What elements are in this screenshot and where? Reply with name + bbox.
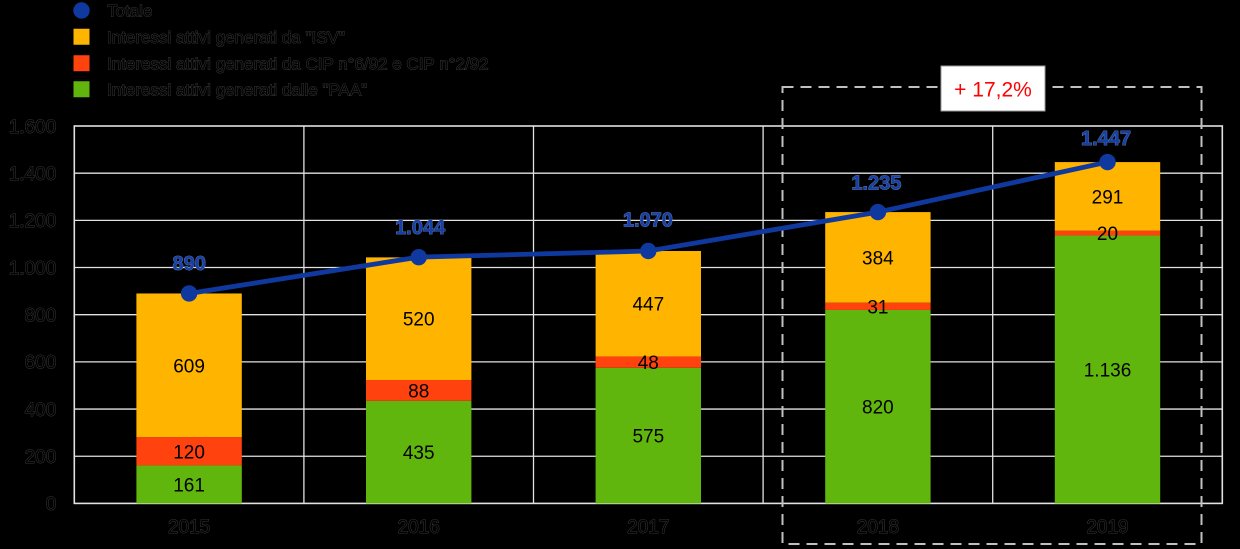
svg-text:0: 0 [46, 494, 57, 515]
svg-text:609: 609 [173, 356, 205, 377]
svg-text:Interessi attivi generati da C: Interessi attivi generati da CIP n°6/92 … [107, 54, 489, 73]
svg-text:Totale: Totale [107, 2, 152, 21]
svg-text:1.000: 1.000 [9, 258, 57, 279]
svg-text:1.200: 1.200 [9, 211, 57, 232]
svg-text:384: 384 [862, 248, 894, 269]
svg-text:+ 17,2%: + 17,2% [954, 79, 1032, 102]
svg-text:575: 575 [632, 427, 664, 448]
svg-text:435: 435 [403, 443, 435, 464]
svg-text:88: 88 [408, 381, 429, 402]
svg-text:Interessi attivi generati da ": Interessi attivi generati da "ISV" [107, 28, 345, 47]
svg-text:400: 400 [25, 400, 57, 421]
svg-text:291: 291 [1092, 187, 1124, 208]
svg-text:1.235: 1.235 [851, 173, 901, 195]
svg-text:20: 20 [1097, 224, 1118, 245]
svg-text:2019: 2019 [1086, 517, 1128, 538]
svg-text:2016: 2016 [398, 517, 440, 538]
svg-text:120: 120 [173, 442, 205, 463]
svg-text:2018: 2018 [857, 517, 899, 538]
svg-text:2017: 2017 [627, 517, 669, 538]
svg-text:1.400: 1.400 [9, 164, 57, 185]
svg-text:31: 31 [867, 297, 888, 318]
svg-text:1.070: 1.070 [623, 210, 673, 232]
svg-text:820: 820 [862, 398, 894, 419]
svg-text:520: 520 [403, 310, 435, 331]
svg-text:1.600: 1.600 [9, 117, 57, 138]
svg-text:Interessi attivi generati dall: Interessi attivi generati dalle "PAA" [107, 80, 367, 99]
svg-text:1.447: 1.447 [1081, 128, 1131, 150]
svg-text:200: 200 [25, 447, 57, 468]
svg-text:447: 447 [632, 295, 664, 316]
svg-text:48: 48 [638, 353, 659, 374]
svg-text:1.044: 1.044 [395, 217, 446, 239]
svg-text:800: 800 [25, 306, 57, 327]
svg-text:600: 600 [25, 353, 57, 374]
svg-text:2015: 2015 [168, 517, 210, 538]
svg-text:1.136: 1.136 [1084, 360, 1132, 381]
svg-text:890: 890 [173, 253, 206, 275]
svg-text:161: 161 [173, 475, 205, 496]
